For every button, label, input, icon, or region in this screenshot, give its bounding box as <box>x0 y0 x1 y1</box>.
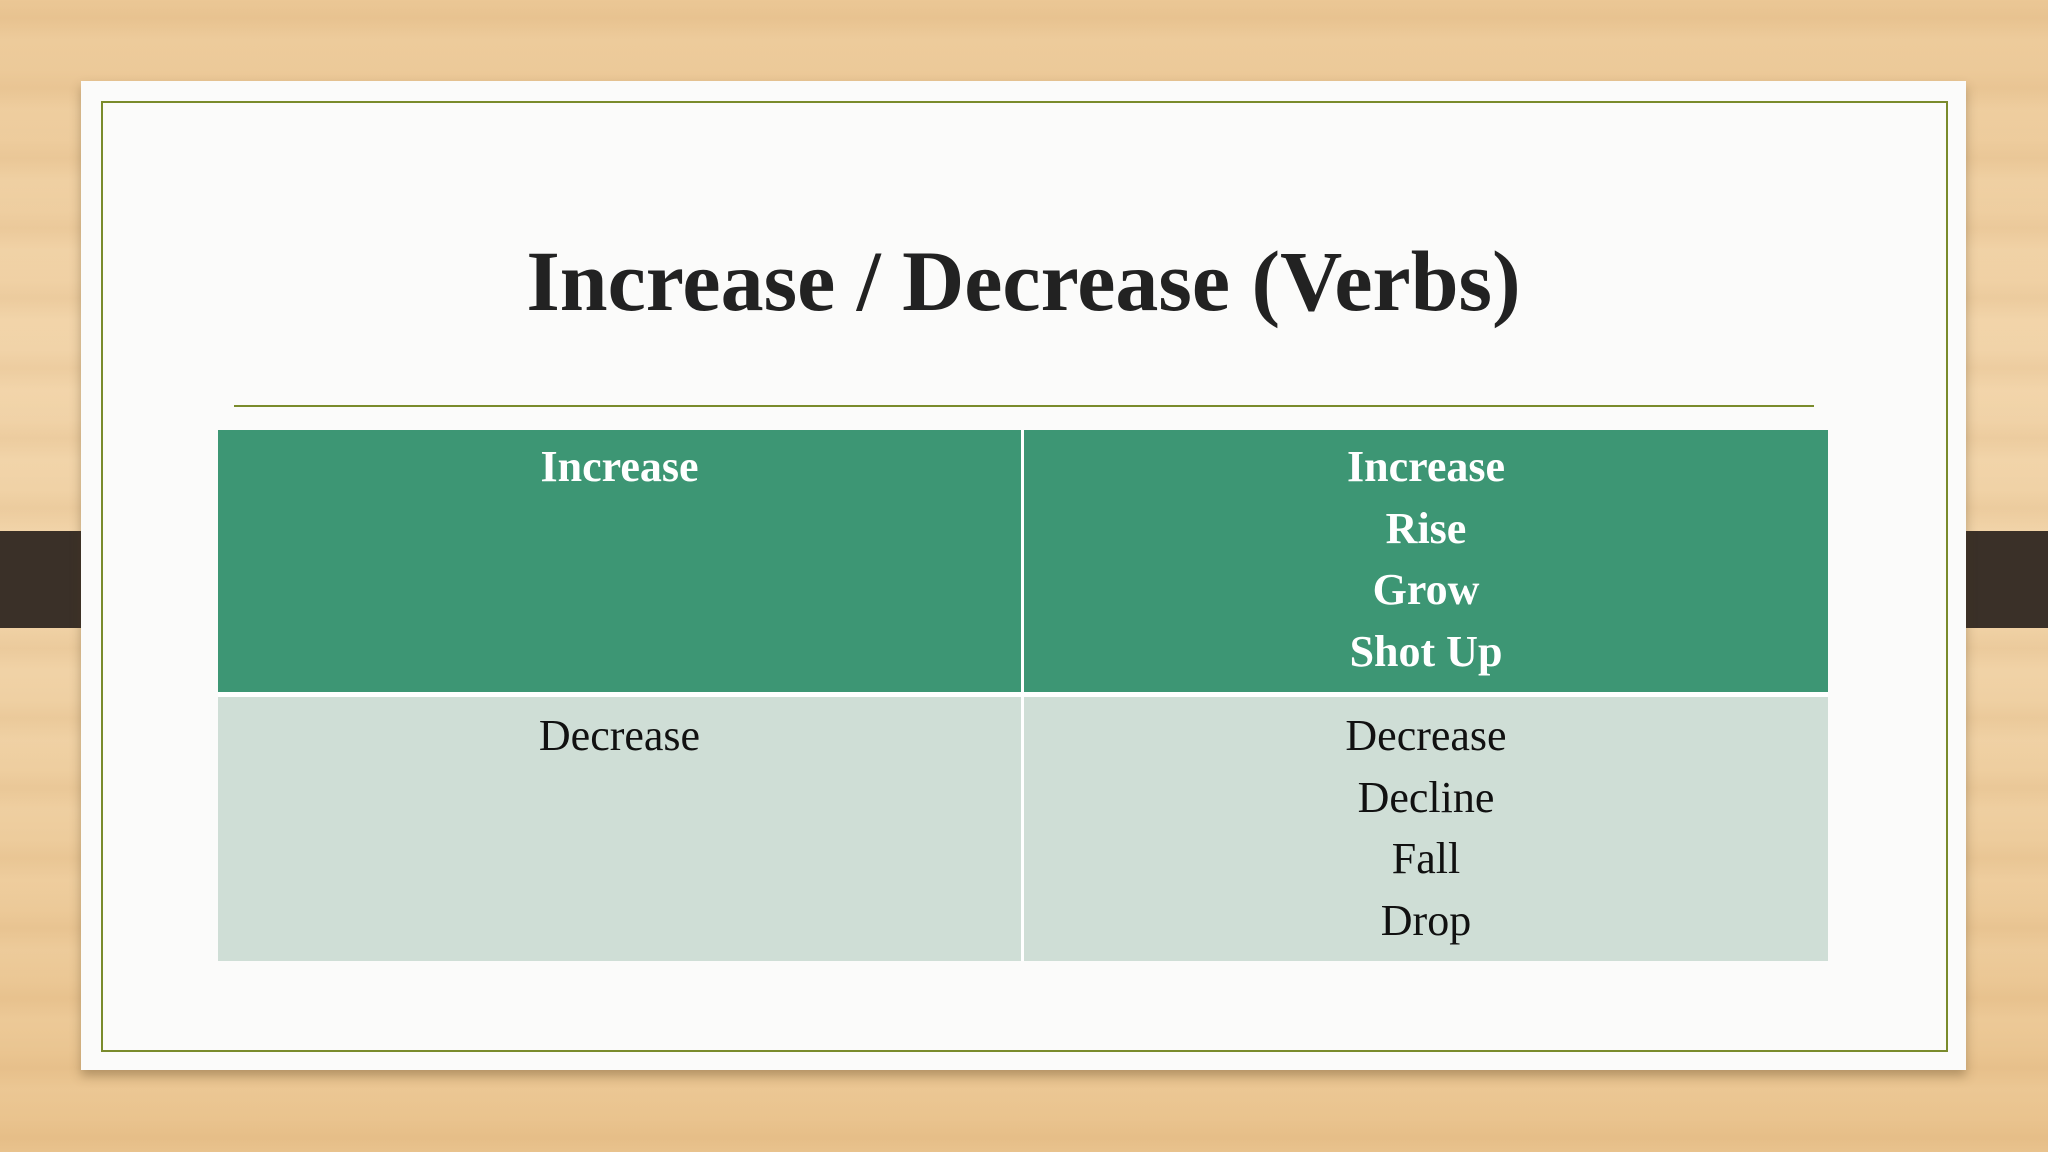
verb-item: Shot Up <box>1349 626 1503 676</box>
title-divider <box>234 405 1814 407</box>
slide-border <box>101 101 1948 1052</box>
slide-title: Increase / Decrease (Verbs) <box>526 233 1521 329</box>
verbs-cell: Increase Rise Grow Shot Up <box>1021 430 1828 695</box>
verb-item: Fall <box>1391 834 1461 883</box>
table-row-decrease: Decrease Decrease Decline Fall Drop <box>218 692 1828 961</box>
category-cell: Increase <box>218 430 1023 695</box>
verb-table: Increase Increase Rise Grow Shot Up Decr… <box>218 430 1828 961</box>
verb-item: Decline <box>1357 772 1495 822</box>
verb-item: Rise <box>1385 503 1467 553</box>
slide: Increase / Decrease (Verbs) Increase Inc… <box>81 81 1966 1070</box>
category-cell: Decrease <box>218 692 1023 961</box>
verb-item: Drop <box>1380 895 1472 945</box>
verb-item: Grow <box>1372 565 1480 614</box>
verbs-cell: Decrease Decline Fall Drop <box>1021 692 1828 961</box>
verb-item: Decrease <box>1345 711 1507 760</box>
table-row-increase: Increase Increase Rise Grow Shot Up <box>218 430 1828 695</box>
verb-item: Increase <box>1346 442 1506 491</box>
